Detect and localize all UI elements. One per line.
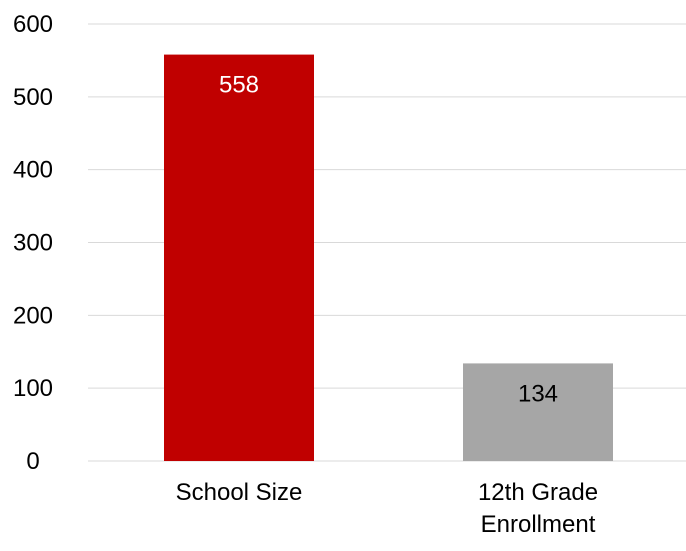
data-labels: 558 134: [219, 72, 558, 408]
y-tick-label: 600: [13, 11, 53, 38]
y-tick-label: 200: [13, 302, 53, 329]
y-tick-label: 300: [13, 230, 53, 257]
data-label: 134: [518, 380, 558, 407]
y-axis-tick-labels: 0 100 200 300 400 500 600: [13, 11, 53, 475]
bar: [463, 363, 613, 461]
data-label: 558: [219, 72, 259, 99]
y-tick-label: 400: [13, 157, 53, 184]
y-tick-label: 100: [13, 375, 53, 402]
y-tick-label: 500: [13, 84, 53, 111]
y-tick-label: 0: [26, 448, 39, 475]
bar: [164, 54, 314, 462]
category-label: Enrollment: [481, 511, 596, 538]
x-axis-category-labels: School Size 12th Grade Enrollment: [176, 479, 598, 538]
category-label: School Size: [176, 479, 303, 506]
category-label: 12th Grade: [478, 479, 598, 506]
bars: [164, 54, 613, 462]
